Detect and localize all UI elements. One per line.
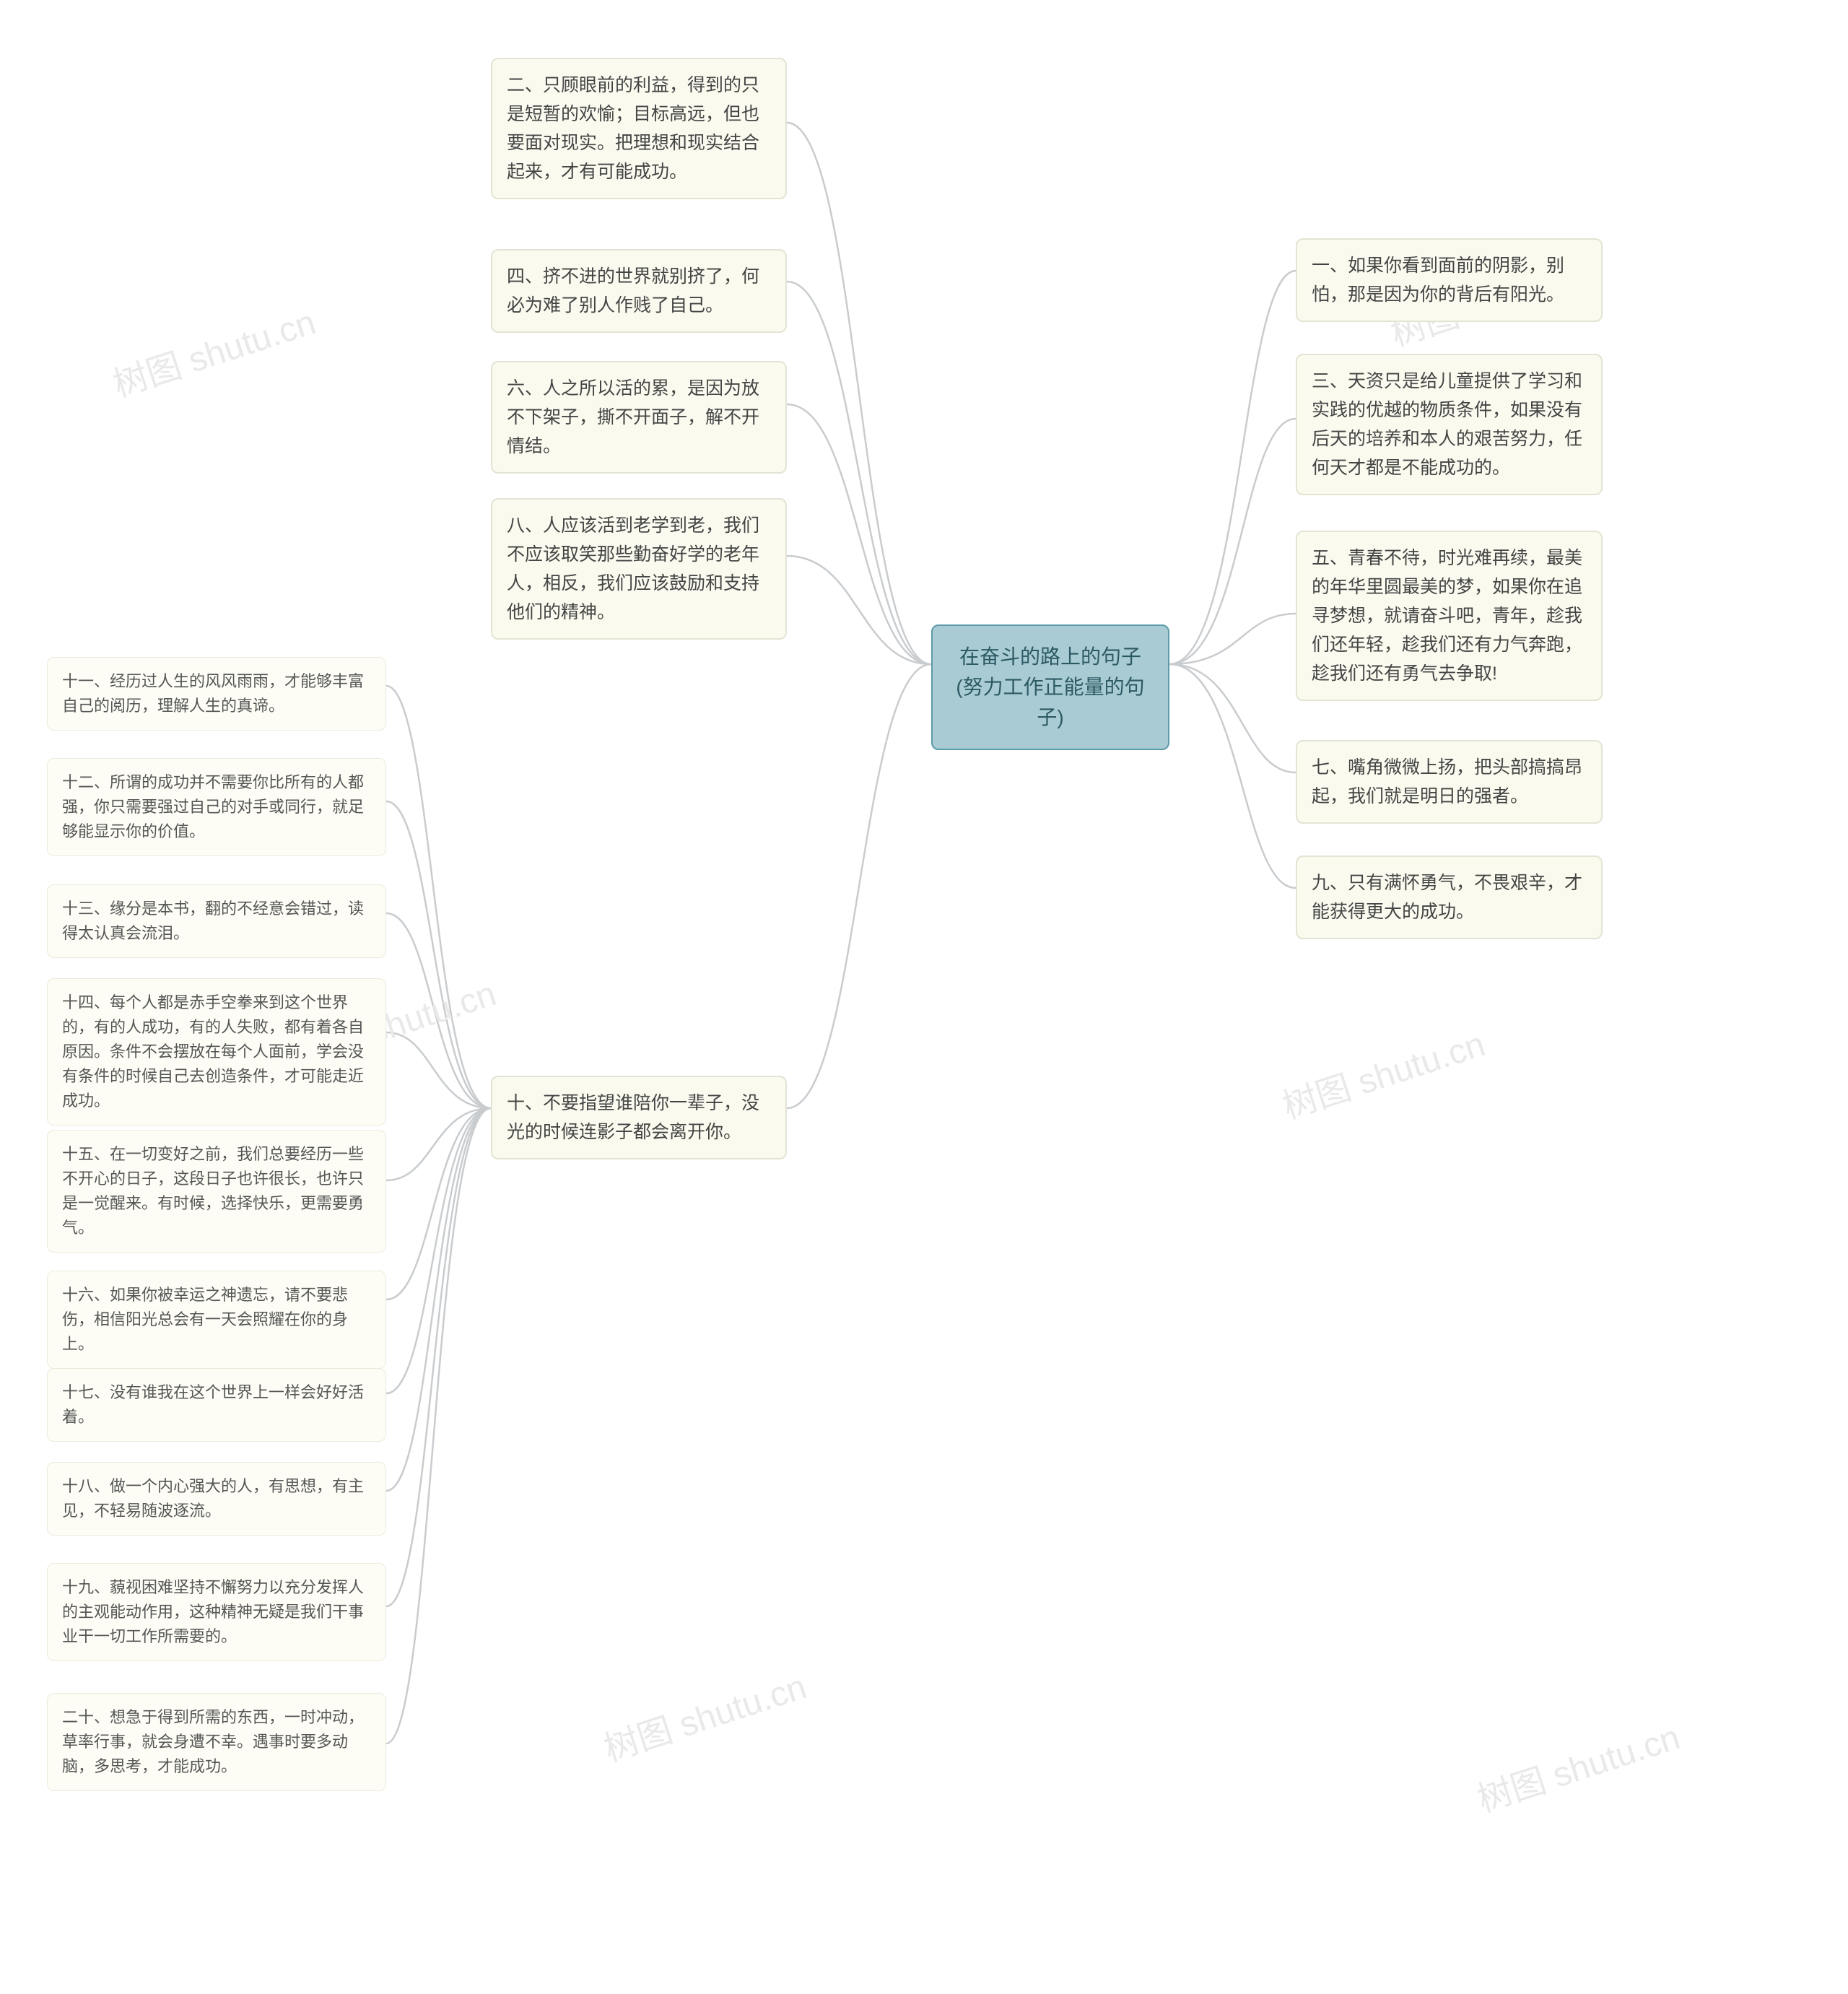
left-branch-6: 六、人之所以活的累，是因为放不下架子，撕不开面子，解不开情结。 xyxy=(491,361,787,474)
grand-node-19: 十九、藐视困难坚持不懈努力以充分发挥人的主观能动作用，这种精神无疑是我们干事业干… xyxy=(47,1563,386,1661)
watermark: 树图 shutu.cn xyxy=(105,294,321,406)
grand-node-14: 十四、每个人都是赤手空拳来到这个世界的，有的人成功，有的人失败，都有着各自原因。… xyxy=(47,978,386,1126)
left-branch-4: 四、挤不进的世界就别挤了，何必为难了别人作贱了自己。 xyxy=(491,249,787,333)
grand-node-11: 十一、经历过人生的风风雨雨，才能够丰富自己的阅历，理解人生的真谛。 xyxy=(47,657,386,731)
grand-node-16: 十六、如果你被幸运之神遗忘，请不要悲伤，相信阳光总会有一天会照耀在你的身上。 xyxy=(47,1271,386,1369)
grand-node-12: 十二、所谓的成功并不需要你比所有的人都强，你只需要强过自己的对手或同行，就足够能… xyxy=(47,758,386,856)
right-branch-3: 三、天资只是给儿童提供了学习和实践的优越的物质条件，如果没有后天的培养和本人的艰… xyxy=(1296,354,1603,495)
center-node: 在奋斗的路上的句子(努力工作正能量的句子) xyxy=(931,624,1169,750)
grand-node-15: 十五、在一切变好之前，我们总要经历一些不开心的日子，这段日子也许很长，也许只是一… xyxy=(47,1130,386,1253)
left-branch-2: 二、只顾眼前的利益，得到的只是短暂的欢愉；目标高远，但也要面对现实。把理想和现实… xyxy=(491,58,787,199)
watermark: 树图 shutu.cn xyxy=(1470,1709,1685,1821)
left-branch-8: 八、人应该活到老学到老，我们不应该取笑那些勤奋好学的老年人，相反，我们应该鼓励和… xyxy=(491,498,787,640)
watermark: 树图 shutu.cn xyxy=(596,1658,811,1771)
grand-node-20: 二十、想急于得到所需的东西，一时冲动，草率行事，就会身遭不幸。遇事时要多动脑，多… xyxy=(47,1693,386,1791)
right-branch-5: 五、青春不待，时光难再续，最美的年华里圆最美的梦，如果你在追寻梦想，就请奋斗吧，… xyxy=(1296,531,1603,701)
right-branch-9: 九、只有满怀勇气，不畏艰辛，才能获得更大的成功。 xyxy=(1296,855,1603,939)
grand-node-13: 十三、缘分是本书，翻的不经意会错过，读得太认真会流泪。 xyxy=(47,884,386,958)
left-branch-10: 十、不要指望谁陪你一辈子，没光的时候连影子都会离开你。 xyxy=(491,1076,787,1159)
grand-node-17: 十七、没有谁我在这个世界上一样会好好活着。 xyxy=(47,1368,386,1442)
right-branch-7: 七、嘴角微微上扬，把头部搞搞昂起，我们就是明日的强者。 xyxy=(1296,740,1603,824)
grand-node-18: 十八、做一个内心强大的人，有思想，有主见，不轻易随波逐流。 xyxy=(47,1462,386,1536)
right-branch-1: 一、如果你看到面前的阴影，别怕，那是因为你的背后有阳光。 xyxy=(1296,238,1603,322)
watermark: 树图 shutu.cn xyxy=(1275,1016,1490,1128)
